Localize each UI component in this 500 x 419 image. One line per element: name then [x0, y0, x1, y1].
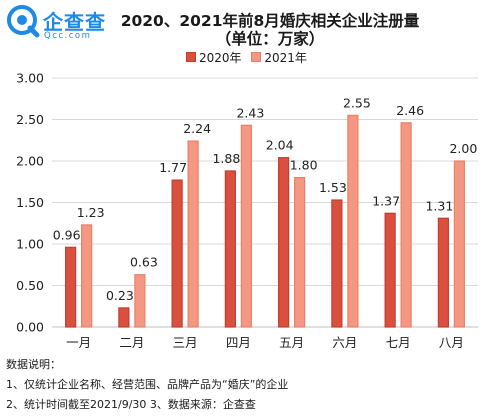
notes-heading: 数据说明： — [6, 358, 61, 371]
legend-item-2020: 2020年 — [186, 49, 242, 66]
notes-line-1: 1、仅统计企业名称、经营范围、品牌产品为“婚庆”的企业 — [6, 378, 289, 391]
y-tick-label: 1.50 — [16, 195, 44, 210]
bar-2020 — [118, 307, 130, 328]
bar-2021 — [81, 224, 93, 328]
x-tick-label: 五月 — [279, 335, 304, 350]
bar-2021 — [134, 274, 146, 328]
y-tick-label: 2.00 — [16, 154, 44, 169]
data-label-2020: 0.23 — [106, 288, 134, 303]
data-label-2021: 2.43 — [236, 105, 264, 120]
data-label-2021: 0.63 — [130, 255, 158, 270]
x-tick-label: 六月 — [332, 335, 357, 350]
data-label-2020: 1.77 — [159, 160, 187, 175]
y-tick-label: 3.00 — [16, 71, 44, 86]
chart-subtitle: （单位：万家） — [215, 30, 325, 48]
legend-swatch-2021 — [251, 52, 262, 62]
bar-2020 — [171, 179, 183, 328]
qcc-logo: 企查查 Qcc.com — [6, 4, 110, 42]
data-label-2020: 0.96 — [53, 227, 81, 242]
bar-2021 — [294, 176, 306, 328]
data-label-2021: 2.00 — [449, 141, 477, 156]
bar-2021 — [453, 160, 465, 328]
x-tick-label: 二月 — [119, 335, 144, 350]
bar-2020 — [384, 212, 396, 328]
y-tick-label: 0.00 — [16, 320, 44, 335]
notes-line-2: 2、统计时间截至2021/9/30 3、数据来源：企查查 — [6, 398, 256, 411]
data-label-2021: 2.46 — [396, 103, 424, 118]
x-tick-label: 八月 — [439, 335, 464, 350]
data-label-2020: 2.04 — [266, 138, 294, 153]
bar-2020 — [65, 246, 77, 328]
bar-2020 — [331, 199, 343, 328]
y-tick-label: 1.00 — [16, 237, 44, 252]
bar-2021 — [240, 124, 252, 328]
bar-2021 — [400, 122, 412, 328]
chart-title: 2020、2021年前8月婚庆相关企业注册量 — [120, 12, 420, 30]
data-label-2021: 1.23 — [77, 205, 105, 220]
data-label-2021: 2.24 — [183, 121, 211, 136]
data-label-2021: 2.55 — [343, 95, 371, 110]
bar-2021 — [347, 114, 359, 328]
data-label-2020: 1.88 — [212, 151, 240, 166]
data-label-2020: 1.31 — [425, 198, 453, 213]
data-notes: 数据说明： 1、仅统计企业名称、经营范围、品牌产品为“婚庆”的企业 2、统计时间… — [6, 355, 288, 415]
y-tick-label: 0.50 — [16, 278, 44, 293]
data-label-2020: 1.53 — [319, 180, 347, 195]
legend-label-2021: 2021年 — [264, 51, 307, 65]
data-label-2020: 1.37 — [372, 193, 400, 208]
x-tick-label: 七月 — [386, 335, 411, 350]
x-tick-label: 三月 — [173, 335, 198, 350]
x-tick-label: 一月 — [66, 335, 91, 350]
bar-2021 — [187, 140, 199, 328]
legend-item-2021: 2021年 — [251, 49, 307, 66]
y-tick-label: 2.50 — [16, 112, 44, 127]
x-tick-label: 四月 — [226, 335, 251, 350]
bar-chart: 0.00 0.50 1.00 1.50 2.00 2.50 3.00 0.96 1.23 一月 0.… — [16, 71, 478, 350]
legend-swatch-2020 — [186, 52, 196, 62]
chart-legend: 2020年 2021年 — [186, 49, 313, 66]
qcc-logo-icon — [7, 5, 40, 38]
bar-2020 — [437, 217, 449, 328]
logo-brand-cn: 企查查 — [43, 10, 106, 34]
legend-label-2020: 2020年 — [199, 51, 242, 65]
data-label-2021: 1.80 — [290, 158, 318, 173]
bar-2020 — [278, 157, 290, 328]
bar-2020 — [224, 170, 236, 328]
logo-brand-en: Qcc.com — [44, 31, 92, 41]
